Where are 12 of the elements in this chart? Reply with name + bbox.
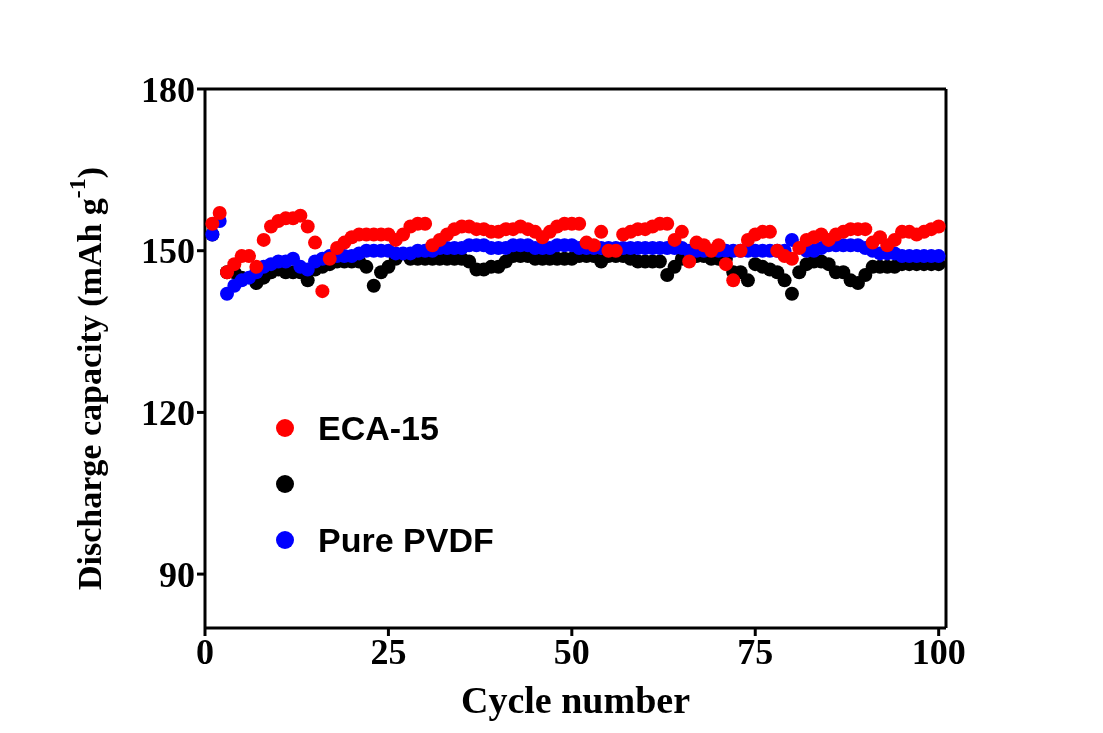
x-axis-title: Cycle number (460, 679, 691, 721)
legend-label: Pure PVDF (318, 520, 494, 560)
y-tick-label: 90 (159, 554, 195, 595)
x-tick-label: 50 (553, 631, 590, 672)
legend-label: ECA-15 (318, 408, 439, 448)
x-tick-label: 100 (911, 631, 966, 672)
y-tick-label: 120 (141, 393, 195, 434)
x-tick-label: 75 (737, 631, 774, 672)
x-tick-label: 0 (196, 631, 214, 672)
x-tick-label: 25 (370, 631, 407, 672)
y-tick-label: 180 (141, 69, 195, 110)
y-tick-label: 150 (141, 231, 195, 272)
